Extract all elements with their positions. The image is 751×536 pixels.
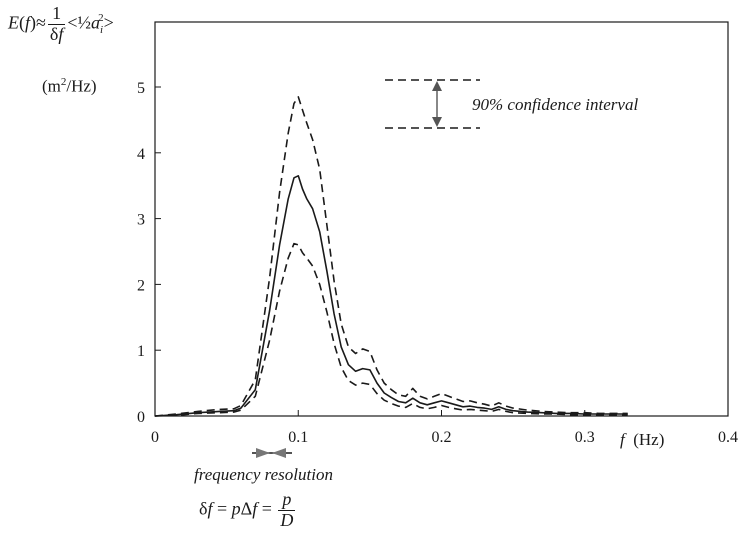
ci-arrow-up-icon — [432, 81, 442, 91]
frequency-resolution-label: frequency resolution — [194, 465, 333, 484]
confidence-interval-label: 90% confidence interval — [472, 95, 639, 114]
x-axis-label: f (Hz) — [620, 430, 665, 449]
annotations — [252, 79, 480, 458]
x-tick-label: 0.2 — [432, 429, 452, 446]
spectrum-line — [154, 175, 628, 417]
y-tick-label: 1 — [137, 343, 145, 360]
plot-frame — [154, 21, 729, 417]
resolution-arrow-left-icon — [272, 448, 286, 458]
axes — [154, 21, 729, 417]
y-tick-label: 5 — [137, 80, 145, 97]
x-tick-label: 0.4 — [718, 429, 738, 446]
y-tick-label: 4 — [137, 146, 145, 163]
x-tick-label: 0 — [151, 429, 159, 446]
series — [154, 96, 628, 417]
resolution-arrow-right-icon — [256, 448, 270, 458]
y-axis-label: E(f)≈ 1 δf <½ai2> — [8, 3, 114, 44]
x-tick-label: 0.3 — [575, 429, 595, 446]
ci-arrow-down-icon — [432, 117, 442, 127]
confidence-bound-line — [154, 242, 628, 417]
y-tick-label: 3 — [137, 212, 145, 229]
y-axis-unit: (m2/Hz) — [42, 76, 97, 96]
y-tick-label: 0 — [137, 409, 145, 426]
confidence-bound-line — [154, 96, 628, 417]
y-tick-label: 2 — [137, 277, 145, 294]
x-tick-label: 0.1 — [288, 429, 308, 446]
ticks: 0 1 2 3 4 5 0 0.1 0.2 0.3 0.4 — [137, 80, 738, 446]
